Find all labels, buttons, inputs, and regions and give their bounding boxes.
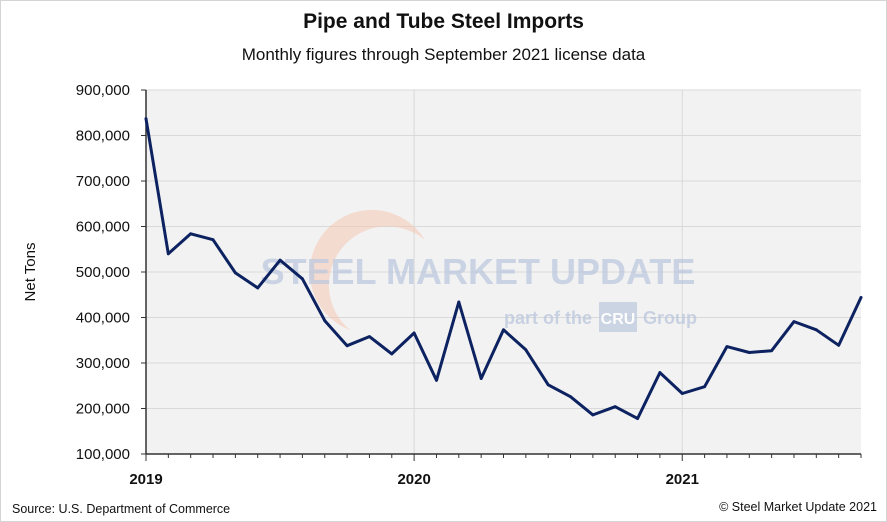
data-point [144,117,148,121]
watermark-brand-text: STEEL MARKET UPDATE [261,251,696,292]
source-note: Source: U.S. Department of Commerce [12,502,231,516]
y-tick-label: 500,000 [76,264,130,281]
data-point [301,277,304,281]
data-point [546,383,550,387]
data-point [837,343,841,347]
gridlines [146,89,861,454]
x-tick-label: 2019 [129,471,162,488]
data-point [323,319,327,323]
watermark-cru-logo-box [599,302,637,332]
data-point [569,395,572,399]
y-tick-label: 200,000 [76,401,130,418]
y-tick-label: 800,000 [76,128,130,145]
data-point [613,405,617,409]
y-tick-label: 100,000 [76,446,130,463]
data-point [747,351,751,354]
watermark-tagline-suffix: Group [643,308,697,328]
data-point [591,413,595,417]
data-point [457,300,461,304]
x-tick-label: 2021 [666,471,699,488]
watermark: STEEL MARKET UPDATE part of the CRU Grou… [261,209,697,332]
data-point [814,328,818,332]
data-point [792,320,796,323]
data-point [233,271,237,275]
y-tick-label: 900,000 [76,82,130,99]
data-point [770,349,774,353]
data-points [144,117,863,420]
y-axis-ticks: 100,000 200,000 300,000 400,000 500,000 600,0… [76,82,146,463]
watermark-cru-logo-text: CRU [601,311,636,328]
data-point [189,232,193,236]
chart-subtitle: Monthly figures through September 2021 l… [241,45,646,64]
data-point [412,331,416,335]
chart-title: Pipe and Tube Steel Imports [303,10,584,33]
data-point [345,344,349,348]
y-tick-label: 300,000 [76,355,130,372]
data-point [479,377,483,380]
data-point [368,335,371,339]
data-point [859,296,863,299]
data-point [211,238,215,242]
x-tick-label: 2020 [397,471,430,488]
copyright-note: © Steel Market Update 2021 [719,500,877,514]
watermark-tagline-prefix: part of the [504,308,592,328]
data-point [658,371,662,374]
data-point [256,286,260,290]
watermark-swoosh [309,209,425,330]
y-tick-label: 700,000 [76,173,130,190]
data-point [636,417,639,420]
data-point [390,352,394,356]
data-point [278,258,282,262]
x-axis-ticks: 2019 2020 2021 [129,454,862,488]
data-point [435,378,438,382]
data-point [703,385,706,389]
data-point [680,392,684,395]
y-axis-label: Net Tons [22,243,39,302]
data-point [166,252,170,256]
data-point [502,328,505,332]
data-point [725,345,729,349]
y-tick-label: 600,000 [76,219,130,236]
data-point [524,348,528,352]
y-tick-label: 400,000 [76,310,130,327]
